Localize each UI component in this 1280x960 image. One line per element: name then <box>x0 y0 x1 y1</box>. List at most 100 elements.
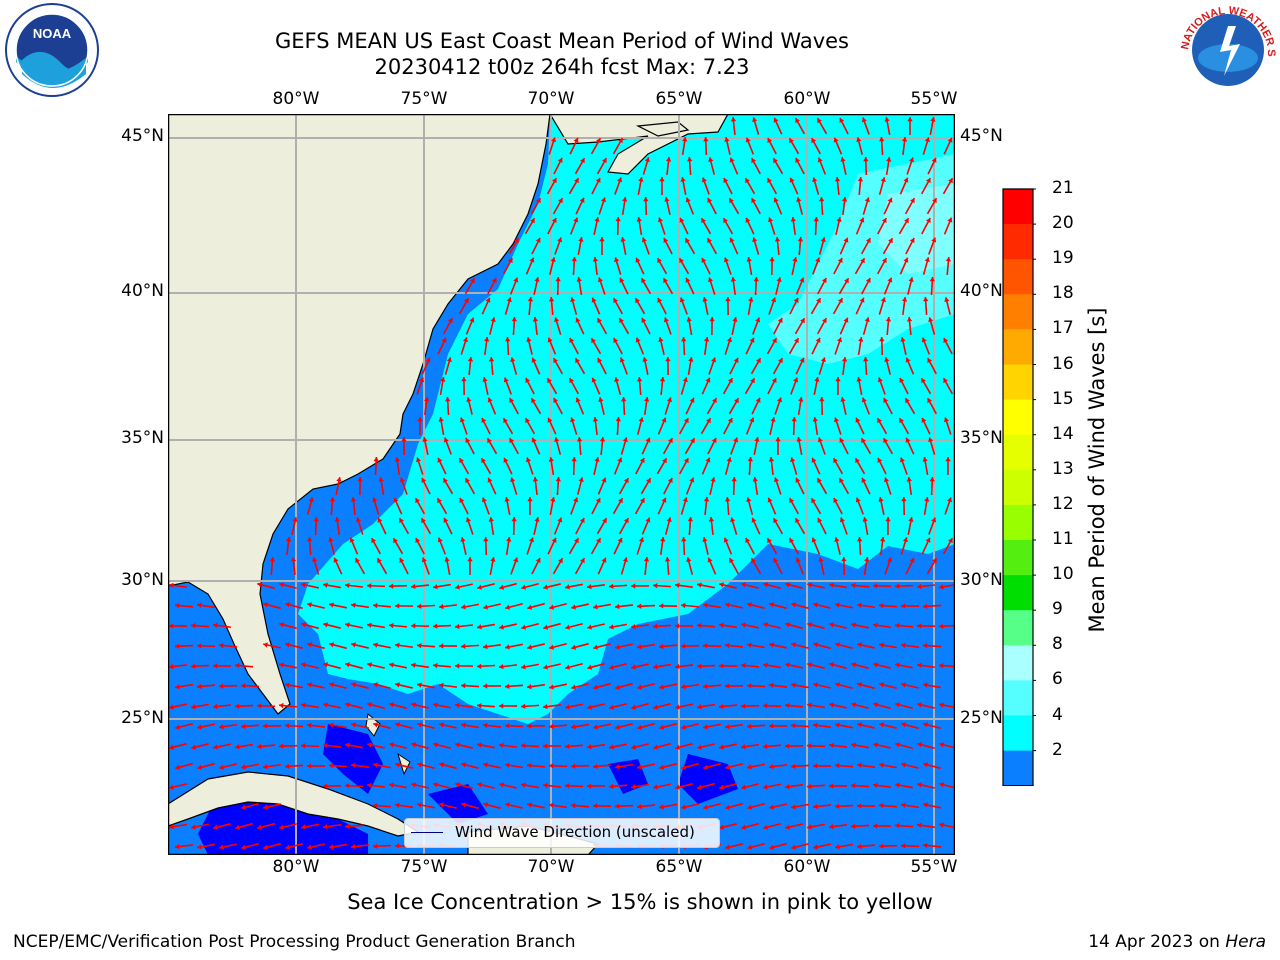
wind-arrow-head <box>837 298 843 304</box>
wind-arrow-head <box>906 477 912 482</box>
wind-arrow-head <box>444 557 450 562</box>
wind-arrow-head <box>770 417 776 422</box>
wind-arrow-head <box>587 783 592 789</box>
footer-date-text: 14 Apr 2023 on <box>1088 932 1226 952</box>
wind-arrow-head <box>835 602 840 608</box>
wind-arrow-head <box>877 377 883 383</box>
wind-arrow-head <box>711 437 717 443</box>
wind-arrow-head <box>681 537 687 542</box>
wind-arrow-head <box>565 584 570 590</box>
wind-arrow-head <box>592 417 599 422</box>
wind-arrow-head <box>175 843 180 850</box>
wind-arrow-head <box>389 782 394 788</box>
wind-arrow-head <box>637 764 642 770</box>
wind-arrow-head <box>506 297 512 303</box>
wind-arrow-head <box>771 297 777 303</box>
wind-arrow-head <box>565 704 570 710</box>
wind-arrow-head <box>307 844 312 850</box>
wind-arrow-head <box>644 157 650 163</box>
wind-arrow-head <box>643 557 650 562</box>
wind-arrow-head <box>860 258 865 264</box>
wind-arrow-head <box>775 437 781 442</box>
wind-arrow-head <box>755 397 761 403</box>
wind-arrow-head <box>741 703 746 709</box>
wind-arrow-head <box>729 157 735 163</box>
wind-arrow-head <box>530 218 535 224</box>
wind-arrow-head <box>767 178 773 184</box>
wind-arrow-head <box>697 663 702 669</box>
graticule <box>168 114 955 855</box>
wind-arrow-head <box>723 537 729 543</box>
wind-arrow-head <box>301 743 306 749</box>
wind-arrow-head <box>609 624 614 630</box>
wind-arrow-head <box>924 497 930 502</box>
wind-arrow-head <box>931 157 937 163</box>
wind-arrow-head <box>921 378 926 384</box>
wind-arrow-head <box>777 358 783 364</box>
wind-arrow-head <box>549 763 554 769</box>
wind-arrow-head <box>594 457 600 462</box>
wind-arrow-head <box>425 357 431 363</box>
wind-arrow-head <box>367 742 372 748</box>
wind-arrow-head <box>858 337 864 342</box>
wind-arrow-head <box>487 477 493 483</box>
wind-arrow-head <box>191 824 196 830</box>
wind-arrow-head <box>857 682 863 688</box>
wind-arrow-head <box>931 237 937 243</box>
wind-arrow-head <box>829 702 834 708</box>
wind-arrow-head <box>689 477 695 483</box>
lat-tick-left-40n: 40°N <box>121 281 164 301</box>
wind-arrow-head <box>754 437 760 442</box>
wind-arrow-head <box>411 782 416 788</box>
wind-arrow-head <box>807 824 812 830</box>
wind-arrow-head <box>301 702 306 708</box>
wind-arrow-head <box>599 237 605 242</box>
colorbar-tick-label: 16 <box>1052 353 1074 374</box>
wind-arrow-head <box>851 582 856 589</box>
wind-arrow-head <box>939 623 944 629</box>
wind-arrow-head <box>813 763 818 769</box>
wind-arrow-head <box>307 682 312 688</box>
wind-arrow-head <box>443 437 449 443</box>
wind-arrow-head <box>257 703 262 709</box>
wind-arrow-head <box>814 377 820 382</box>
period-4-6-region <box>298 114 955 724</box>
wind-arrow-head <box>708 517 715 522</box>
wind-arrow-head <box>791 682 796 688</box>
wind-arrow-head <box>747 844 753 850</box>
wind-arrow-head <box>923 802 928 808</box>
wind-arrow-head <box>857 722 862 728</box>
wind-arrow-head <box>886 157 892 162</box>
land-north-america <box>168 114 551 715</box>
wind-arrow-head <box>895 583 900 589</box>
wind-arrow-head <box>377 558 382 564</box>
wind-arrow-head <box>861 438 866 444</box>
wind-arrow-head <box>851 622 856 628</box>
colorbar <box>1002 188 1036 786</box>
wind-arrow-head <box>460 537 466 542</box>
wind-arrow-head <box>851 823 856 829</box>
wind-arrow-head <box>345 823 350 830</box>
colorbar-segment <box>1003 224 1033 260</box>
wind-arrow-head <box>389 583 394 589</box>
wind-arrow-head <box>745 217 751 223</box>
wind-arrow-head <box>884 117 890 122</box>
wind-arrow-head <box>443 478 448 484</box>
wind-arrow-head <box>609 583 614 590</box>
wind-arrow-head <box>615 724 621 730</box>
wind-arrow-head <box>433 742 439 748</box>
wind-arrow-head <box>878 497 884 502</box>
wind-arrow-head <box>701 177 707 183</box>
wind-arrow-head <box>345 783 350 789</box>
wind-arrow-head <box>773 477 780 483</box>
wind-arrow-head <box>815 337 821 343</box>
wind-arrow-head <box>285 763 290 770</box>
wind-arrow-head <box>279 662 284 668</box>
wind-arrow-head <box>505 604 511 610</box>
colorbar-tick-label: 12 <box>1052 493 1074 514</box>
wind-arrow-head <box>329 763 334 769</box>
wind-arrow-head <box>813 844 818 850</box>
map-legend: Wind Wave Direction (unscaled) <box>404 818 720 848</box>
wind-arrow-head <box>213 703 218 710</box>
lon-tick-bot-65w: 65°W <box>655 857 703 877</box>
